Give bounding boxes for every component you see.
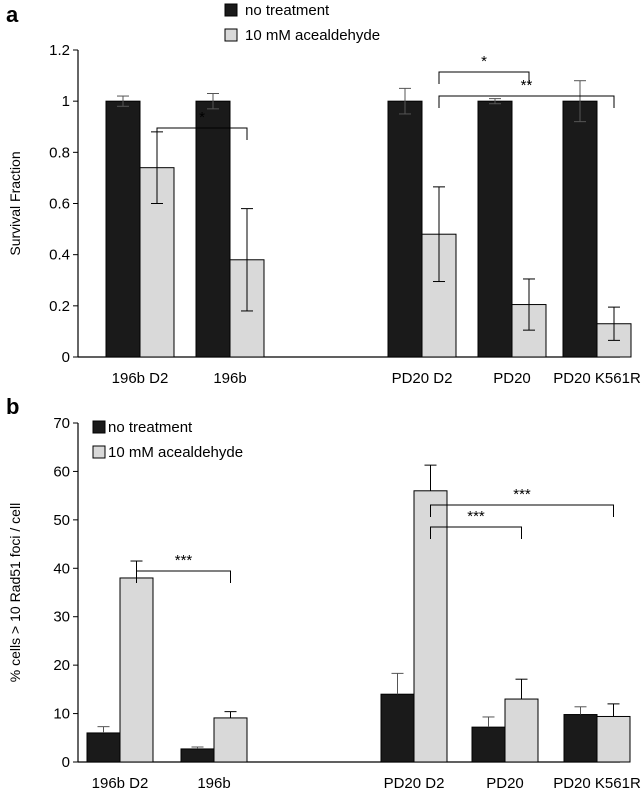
panel-b-significance-label: *** xyxy=(467,508,485,525)
panel-letter-a: a xyxy=(6,2,19,27)
panel-a-y-tick-label: 0.6 xyxy=(49,196,70,213)
panel-b-bar-acealdehyde xyxy=(119,577,154,763)
panel-b-y-tick-label: 70 xyxy=(53,415,70,432)
panel-b-bar-no-treatment xyxy=(180,748,215,763)
panel-a-chart: a 0 0.2 0.4 0.6 0.8 1 1.2 Survival Fraction 196b… xyxy=(6,2,641,387)
panel-a-significance-bracket xyxy=(156,127,248,140)
panel-a-y-tick-label: 0.8 xyxy=(49,144,70,161)
panel-letter-b: b xyxy=(6,394,19,419)
panel-a-legend-swatch xyxy=(224,3,238,17)
panel-a-bar-no-treatment xyxy=(562,100,598,358)
panel-a-error-bar xyxy=(523,278,535,331)
panel-b-bar-no-treatment xyxy=(86,732,121,763)
panel-b-category-label: 196b D2 xyxy=(92,775,149,792)
panel-a-significance-bracket xyxy=(438,95,615,108)
panel-b-error-bar xyxy=(97,726,110,733)
panel-a-legend-label: 10 mM acealdehyde xyxy=(245,27,380,44)
panel-b-legend-label: 10 mM acealdehyde xyxy=(108,444,243,461)
panel-b-error-bar xyxy=(607,703,620,717)
panel-b-legend-item: 10 mM acealdehyde xyxy=(92,444,243,461)
panel-b-legend-label: no treatment xyxy=(108,419,193,436)
panel-a-error-bar xyxy=(207,92,219,110)
panel-a-error-bar xyxy=(489,98,501,105)
panel-a-y-tick-label: 0.4 xyxy=(49,247,70,264)
panel-b-y-tick-label: 0 xyxy=(62,754,70,771)
panel-b-y-tick-label: 50 xyxy=(53,512,70,529)
panel-a-bar-no-treatment xyxy=(195,100,231,358)
panel-a-significance-bracket xyxy=(438,71,530,84)
panel-b-bar-no-treatment xyxy=(380,693,415,763)
panel-b-legend-swatch xyxy=(92,420,106,434)
panel-a-error-bar xyxy=(241,208,253,312)
panel-b-bar-acealdehyde xyxy=(213,717,248,763)
panel-b-category-label: 196b xyxy=(197,775,230,792)
panel-b-error-bar xyxy=(574,706,587,715)
panel-b-significance-bracket xyxy=(430,504,614,517)
panel-b-y-tick-label: 40 xyxy=(53,560,70,577)
panel-a-y-tick-label: 1.2 xyxy=(49,42,70,59)
panel-a-error-bar xyxy=(608,306,620,341)
panel-b-error-bar xyxy=(191,746,204,749)
panel-b-bar-no-treatment xyxy=(471,726,506,763)
panel-a-category-label: PD20 K561R xyxy=(553,370,641,387)
panel-a-y-tick-label: 0.2 xyxy=(49,298,70,315)
panel-a-category-label: 196b D2 xyxy=(112,370,169,387)
panel-a-significance-label: * xyxy=(481,53,487,70)
panel-b-bar-acealdehyde xyxy=(504,698,539,763)
panel-b-chart: b 0 10 20 30 40 50 60 70 % cells > 10 Rad51 foci… xyxy=(6,394,641,792)
panel-a-legend-item: 10 mM acealdehyde xyxy=(224,27,380,44)
panel-a-bar-no-treatment xyxy=(387,100,423,358)
panel-b-legend-item: no treatment xyxy=(92,419,193,436)
panel-a-y-tick-label: 0 xyxy=(62,349,70,366)
panel-a-bar-no-treatment xyxy=(105,100,141,358)
panel-b-y-tick-label: 60 xyxy=(53,463,70,480)
panel-b-error-bar xyxy=(515,678,528,700)
panel-a-legend-swatch xyxy=(224,28,238,42)
panel-b-bar-no-treatment xyxy=(563,714,598,763)
panel-a-legend-item: no treatment xyxy=(224,2,330,19)
panel-b-significance-bracket xyxy=(430,526,522,539)
panel-b-legend-swatch xyxy=(92,445,106,459)
panel-b-y-tick-label: 20 xyxy=(53,657,70,674)
panel-b-significance-bracket xyxy=(136,570,231,583)
panel-b-error-bar xyxy=(391,672,404,695)
panel-a-error-bar xyxy=(399,87,411,115)
panel-a-bar-no-treatment xyxy=(477,100,513,358)
panel-b-category-label: PD20 K561R xyxy=(553,775,641,792)
panel-b-y-tick-label: 30 xyxy=(53,609,70,626)
panel-a-legend-label: no treatment xyxy=(245,2,330,19)
panel-a-category-label: PD20 D2 xyxy=(392,370,453,387)
panel-b-error-bar xyxy=(424,464,437,491)
panel-b-y-tick-label: 10 xyxy=(53,706,70,723)
panel-a-y-tick-label: 1 xyxy=(62,93,70,110)
panel-b-bar-acealdehyde xyxy=(596,715,631,763)
panel-a-error-bar xyxy=(574,80,586,123)
panel-a-error-bar xyxy=(117,95,129,107)
panel-b-significance-label: *** xyxy=(513,486,531,503)
panel-a-category-label: 196b xyxy=(213,370,246,387)
panel-b-category-label: PD20 D2 xyxy=(384,775,445,792)
panel-a-y-axis-label: Survival Fraction xyxy=(7,151,23,255)
panel-b-y-axis-label: % cells > 10 Rad51 foci / cell xyxy=(7,503,23,682)
panel-b-error-bar xyxy=(482,716,495,728)
panel-b-category-label: PD20 xyxy=(486,775,524,792)
panel-b-significance-label: *** xyxy=(175,552,193,569)
panel-a-error-bar xyxy=(433,186,445,283)
panel-b-error-bar xyxy=(224,711,237,718)
panel-a-significance-label: ** xyxy=(521,77,533,94)
panel-a-category-label: PD20 xyxy=(493,370,531,387)
panel-a-significance-label: * xyxy=(199,109,205,126)
